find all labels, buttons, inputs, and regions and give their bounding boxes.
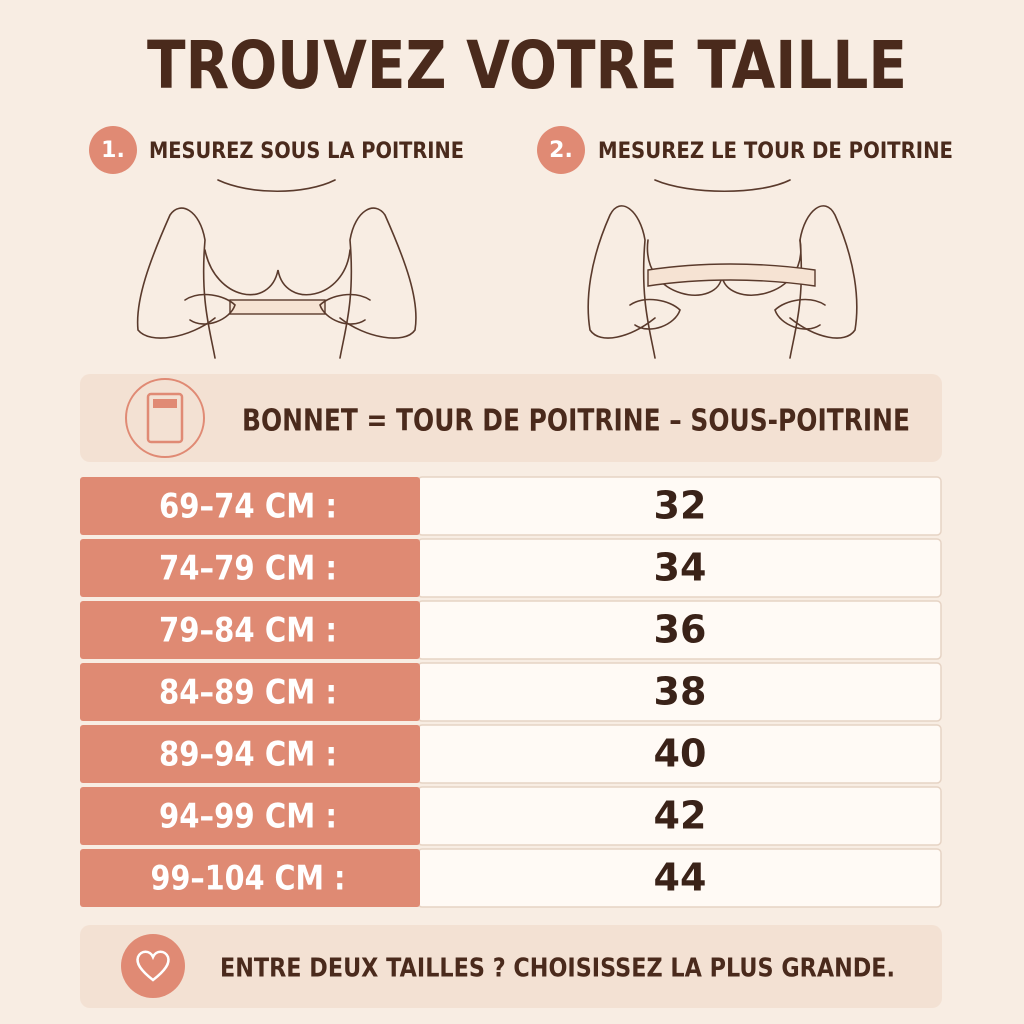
size-value: 36	[654, 608, 707, 652]
step-label: MESUREZ LE TOUR DE POITRINE	[598, 139, 953, 164]
step-number: 2.	[549, 138, 573, 163]
size-value: 40	[654, 732, 707, 776]
calculator-icon	[146, 392, 184, 444]
range-cell	[80, 601, 420, 659]
heart-icon	[121, 934, 185, 998]
range-label: 89–94 CM :	[159, 735, 337, 775]
note-box	[80, 925, 942, 1008]
illustration-under-bust	[136, 179, 417, 359]
size-value: 34	[654, 546, 707, 590]
calculator-icon	[153, 399, 177, 408]
note: ENTRE DEUX TAILLES ? CHOISISSEZ LA PLUS …	[220, 954, 895, 984]
range-label: 69–74 CM :	[159, 487, 337, 527]
step-badge	[89, 126, 137, 174]
size-table: 69–74 CM : 32 74–79 CM : 34 79–84 CM : 36 84–8…	[80, 476, 942, 908]
range-cell	[80, 539, 420, 597]
formula-box	[80, 374, 942, 462]
step-label: MESUREZ SOUS LA POITRINE	[149, 139, 464, 164]
range-cell	[80, 477, 420, 535]
range-label: 94–99 CM :	[159, 797, 337, 837]
range-cell	[80, 849, 420, 907]
range-cell	[80, 787, 420, 845]
step-badge	[537, 126, 585, 174]
range-label: 84–89 CM :	[159, 673, 337, 713]
range-cell	[80, 663, 420, 721]
range-label: 79–84 CM :	[159, 611, 337, 651]
calculator-icon	[125, 378, 205, 458]
size-value: 44	[654, 856, 707, 900]
formula: BONNET = TOUR DE POITRINE – SOUS-POITRIN…	[242, 404, 910, 439]
title: TROUVEZ VOTRE TAILLE	[147, 27, 907, 104]
range-cell	[80, 725, 420, 783]
size-value: 42	[654, 794, 707, 838]
heart-icon	[136, 950, 170, 982]
size-value: 32	[654, 484, 707, 528]
size-value: 38	[654, 670, 707, 714]
step-number: 1.	[101, 138, 125, 163]
range-label: 74–79 CM :	[159, 549, 337, 589]
illustration-bust	[587, 179, 858, 359]
range-label: 99–104 CM :	[151, 859, 346, 899]
